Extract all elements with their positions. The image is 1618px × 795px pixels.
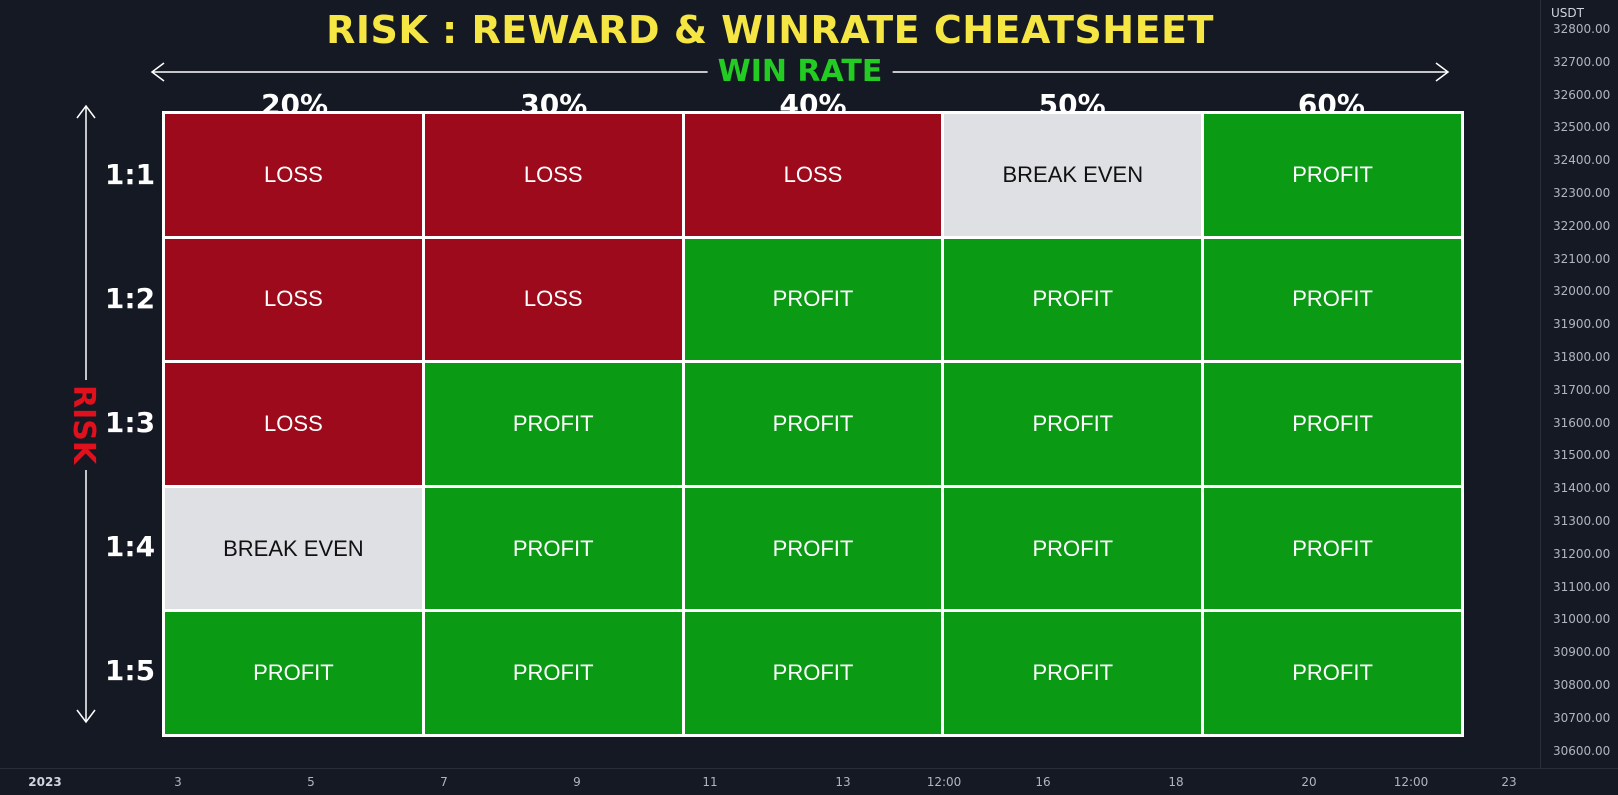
time-tick: 12:00 bbox=[1393, 775, 1429, 789]
win-rate-axis: WIN RATE bbox=[150, 57, 1450, 87]
price-tick: 32700.00 bbox=[1553, 54, 1611, 69]
outcome-cell: PROFIT bbox=[424, 487, 682, 610]
row-header: 1:3 bbox=[104, 406, 156, 439]
time-tick: 20 bbox=[1301, 775, 1317, 789]
outcome-cell: PROFIT bbox=[684, 487, 942, 610]
price-tick: 31500.00 bbox=[1553, 448, 1611, 463]
price-tick: 32100.00 bbox=[1553, 251, 1611, 266]
price-axis[interactable]: USDT 32800.00 32700.00 32600.00 32500.00 324… bbox=[1540, 0, 1618, 768]
time-tick: 2023 bbox=[28, 775, 62, 789]
outcome-cell: PROFIT bbox=[684, 238, 942, 361]
price-tick: 32800.00 bbox=[1553, 22, 1611, 36]
row-header: 1:2 bbox=[104, 282, 156, 315]
row-header: 1:5 bbox=[104, 654, 156, 687]
price-tick: 31200.00 bbox=[1553, 546, 1611, 561]
row-header: 1:4 bbox=[104, 530, 156, 563]
time-tick: 7 bbox=[440, 775, 448, 789]
outcome-cell: LOSS bbox=[684, 114, 942, 236]
price-unit: USDT bbox=[1551, 6, 1584, 20]
outcome-cell: BREAK EVEN bbox=[944, 114, 1202, 236]
price-tick: 31700.00 bbox=[1553, 382, 1611, 397]
outcome-cell: PROFIT bbox=[1204, 114, 1461, 236]
time-tick: 18 bbox=[1168, 775, 1184, 789]
price-tick: 30900.00 bbox=[1553, 645, 1611, 660]
chart-title: RISK : REWARD & WINRATE CHEATSHEET bbox=[326, 8, 1214, 52]
price-tick: 31000.00 bbox=[1553, 612, 1611, 627]
price-tick: 31900.00 bbox=[1553, 317, 1611, 332]
price-tick: 30600.00 bbox=[1553, 743, 1611, 758]
time-tick: 5 bbox=[307, 775, 315, 789]
win-rate-label: WIN RATE bbox=[707, 57, 893, 87]
outcome-cell: PROFIT bbox=[1204, 487, 1461, 610]
outcome-cell: LOSS bbox=[424, 238, 682, 361]
price-tick: 30700.00 bbox=[1553, 710, 1611, 725]
outcome-cell: PROFIT bbox=[944, 487, 1202, 610]
row-header: 1:1 bbox=[104, 158, 156, 191]
time-tick: 16 bbox=[1035, 775, 1051, 789]
time-axis[interactable]: 2023 3 5 7 9 11 13 12:00 16 18 20 12:00 23 bbox=[0, 768, 1618, 795]
cheatsheet-grid: LOSS LOSS LOSS BREAK EVEN PROFIT LOSS LOSS PROF… bbox=[162, 111, 1464, 737]
outcome-cell: PROFIT bbox=[944, 612, 1202, 734]
time-tick: 3 bbox=[174, 775, 182, 789]
price-tick: 31400.00 bbox=[1553, 481, 1611, 496]
time-tick: 23 bbox=[1501, 775, 1517, 789]
outcome-cell: BREAK EVEN bbox=[165, 487, 422, 610]
outcome-cell: PROFIT bbox=[424, 612, 682, 734]
price-tick: 31300.00 bbox=[1553, 514, 1611, 528]
outcome-cell: PROFIT bbox=[1204, 612, 1461, 734]
outcome-cell: LOSS bbox=[165, 363, 422, 485]
risk-label: RISK bbox=[63, 380, 103, 470]
price-tick: 32200.00 bbox=[1553, 218, 1611, 233]
price-tick: 32400.00 bbox=[1553, 153, 1611, 168]
price-tick: 32500.00 bbox=[1553, 120, 1611, 135]
outcome-cell: LOSS bbox=[165, 114, 422, 236]
price-tick: 32600.00 bbox=[1553, 87, 1611, 102]
time-tick: 12:00 bbox=[926, 775, 962, 789]
outcome-cell: PROFIT bbox=[684, 363, 942, 485]
time-tick: 13 bbox=[835, 775, 851, 789]
outcome-cell: PROFIT bbox=[424, 363, 682, 485]
outcome-cell: PROFIT bbox=[1204, 363, 1461, 485]
price-tick: 32000.00 bbox=[1553, 284, 1611, 299]
price-tick: 31600.00 bbox=[1553, 415, 1611, 430]
outcome-cell: PROFIT bbox=[944, 238, 1202, 361]
outcome-cell: PROFIT bbox=[1204, 238, 1461, 361]
outcome-cell: PROFIT bbox=[944, 363, 1202, 485]
time-tick: 11 bbox=[702, 775, 718, 789]
outcome-cell: LOSS bbox=[165, 238, 422, 361]
price-tick: 32300.00 bbox=[1553, 186, 1611, 200]
price-tick: 30800.00 bbox=[1553, 678, 1611, 692]
time-tick: 9 bbox=[573, 775, 581, 789]
outcome-cell: PROFIT bbox=[165, 612, 422, 734]
price-tick: 31100.00 bbox=[1553, 579, 1611, 594]
price-tick: 31800.00 bbox=[1553, 350, 1611, 364]
outcome-cell: PROFIT bbox=[684, 612, 942, 734]
outcome-cell: LOSS bbox=[424, 114, 682, 236]
